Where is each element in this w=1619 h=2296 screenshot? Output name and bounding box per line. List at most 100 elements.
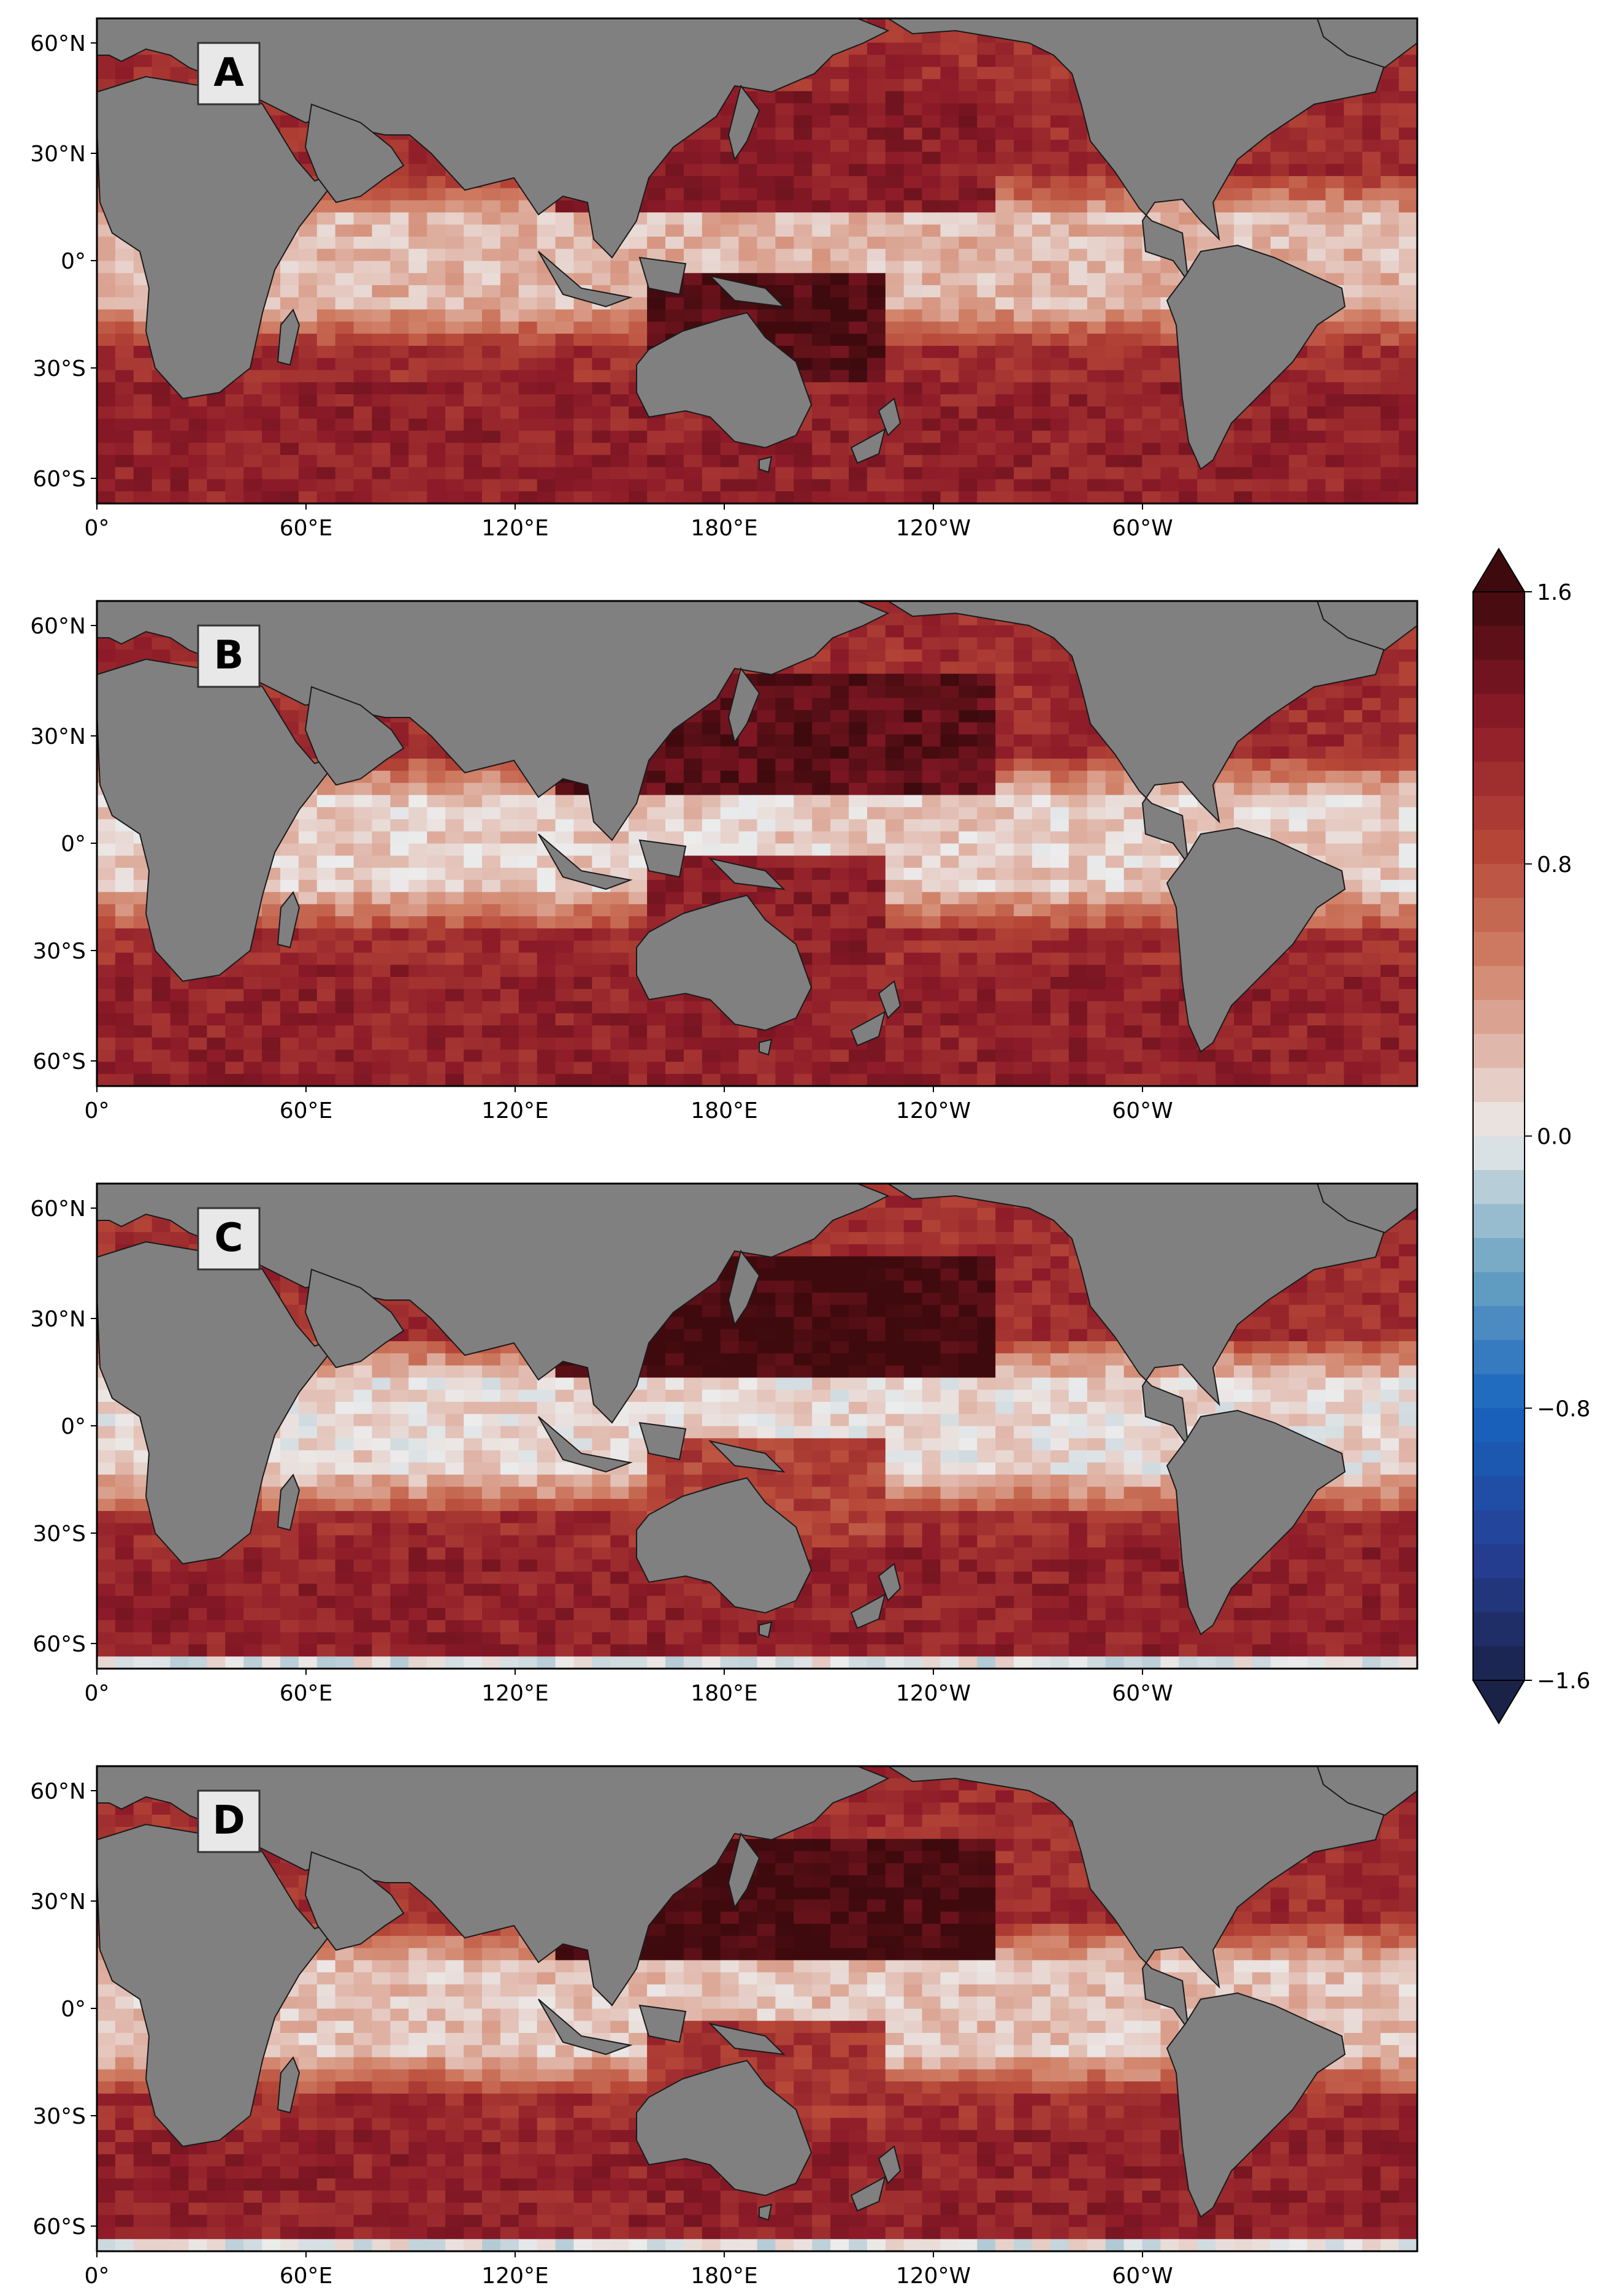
ocean-cell xyxy=(500,406,519,419)
ocean-cell xyxy=(1050,855,1070,868)
ocean-cell xyxy=(922,431,941,443)
ocean-cell xyxy=(812,248,831,262)
ocean-cell xyxy=(1014,831,1033,844)
ocean-cell xyxy=(537,879,556,893)
ocean-cell xyxy=(133,443,153,456)
ocean-cell xyxy=(812,273,831,286)
ocean-cell xyxy=(849,722,868,735)
ocean-cell xyxy=(1252,431,1271,443)
ocean-cell xyxy=(647,795,666,808)
ocean-cell xyxy=(133,394,153,407)
ocean-cell xyxy=(1087,224,1106,237)
ocean-cell xyxy=(867,467,886,480)
ocean-cell xyxy=(959,200,978,213)
ocean-cell xyxy=(647,297,666,310)
ocean-cell xyxy=(335,418,354,431)
ocean-cell xyxy=(1032,200,1051,213)
ocean-cell xyxy=(427,321,446,334)
ocean-cell xyxy=(903,370,923,383)
ocean-cell xyxy=(849,212,868,225)
ocean-cell xyxy=(573,928,592,941)
ocean-cell xyxy=(372,309,391,322)
ocean-cell xyxy=(867,261,886,274)
ocean-cell xyxy=(298,261,318,274)
ocean-cell xyxy=(775,843,794,856)
ocean-cell xyxy=(592,479,611,492)
ocean-cell xyxy=(518,904,538,917)
ocean-cell xyxy=(720,807,740,820)
x-tick-label: 180°E xyxy=(691,516,757,541)
ocean-cell xyxy=(592,394,611,407)
ocean-cell xyxy=(518,212,538,225)
ocean-cell xyxy=(1270,783,1290,795)
ocean-cell xyxy=(885,746,905,759)
ocean-cell xyxy=(316,370,336,383)
ocean-cell xyxy=(133,345,153,359)
ocean-cell xyxy=(940,236,959,250)
ocean-cell xyxy=(1380,698,1399,711)
ocean-cell xyxy=(812,212,831,225)
ocean-cell xyxy=(1087,394,1106,407)
ocean-cell xyxy=(280,273,299,286)
ocean-cell xyxy=(959,698,978,711)
ocean-cell xyxy=(1215,188,1234,201)
ocean-cell xyxy=(995,418,1014,431)
ocean-cell xyxy=(1050,843,1070,856)
ocean-cell xyxy=(1032,698,1051,711)
ocean-cell xyxy=(1288,248,1308,262)
ocean-cell xyxy=(903,783,923,795)
ocean-cell xyxy=(977,164,996,177)
ocean-cell xyxy=(482,868,501,881)
ocean-cell xyxy=(940,285,959,298)
ocean-cell xyxy=(518,345,538,359)
ocean-cell xyxy=(97,285,116,298)
ocean-cell xyxy=(922,128,941,140)
ocean-cell xyxy=(922,297,941,310)
ocean-cell xyxy=(1380,868,1399,881)
ocean-cell xyxy=(1050,370,1070,383)
ocean-cell xyxy=(427,892,446,905)
ocean-cell xyxy=(1105,892,1125,905)
ocean-cell xyxy=(794,164,813,177)
ocean-cell xyxy=(518,261,538,274)
ocean-cell xyxy=(537,431,556,443)
ocean-cell xyxy=(464,382,483,395)
ocean-cell xyxy=(390,248,409,262)
ocean-cell xyxy=(1087,236,1106,250)
ocean-cell xyxy=(1344,406,1363,419)
ocean-cell xyxy=(1380,248,1399,262)
ocean-cell xyxy=(408,819,427,832)
ocean-cell xyxy=(298,358,318,371)
ocean-cell xyxy=(335,467,354,480)
ocean-cell xyxy=(959,710,978,723)
ocean-cell xyxy=(702,200,721,213)
ocean-cell xyxy=(995,321,1014,334)
ocean-cell xyxy=(1087,879,1106,893)
ocean-cell xyxy=(1380,91,1399,104)
ocean-cell xyxy=(408,783,427,795)
ocean-cell xyxy=(1252,151,1271,164)
ocean-cell xyxy=(1362,795,1381,808)
ocean-cell xyxy=(482,224,501,237)
ocean-cell xyxy=(353,345,373,359)
ocean-cell xyxy=(1068,394,1088,407)
ocean-cell xyxy=(1050,783,1070,795)
ocean-cell xyxy=(794,188,813,201)
ocean-cell xyxy=(1105,418,1125,431)
ocean-cell xyxy=(867,67,886,80)
ocean-cell xyxy=(1288,164,1308,177)
ocean-cell xyxy=(683,770,703,784)
ocean-cell xyxy=(555,479,575,492)
ocean-cell xyxy=(849,67,868,80)
ocean-cell xyxy=(1344,358,1363,371)
ocean-cell xyxy=(1014,734,1033,747)
ocean-cell xyxy=(298,297,318,310)
ocean-cell xyxy=(995,855,1014,868)
ocean-cell xyxy=(720,200,740,213)
ocean-cell xyxy=(427,868,446,881)
ocean-cell xyxy=(1014,285,1033,298)
ocean-cell xyxy=(903,892,923,905)
ocean-cell xyxy=(170,67,189,80)
ocean-cell xyxy=(115,868,134,881)
ocean-cell xyxy=(977,309,996,322)
